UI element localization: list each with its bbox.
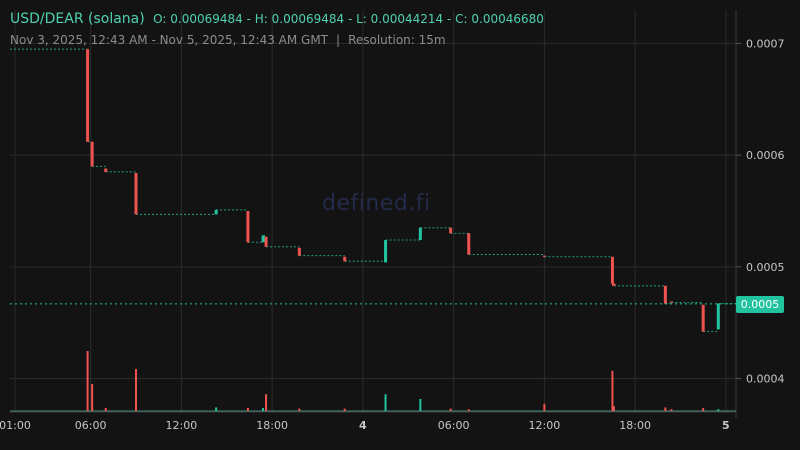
candle-body — [467, 233, 471, 255]
volume-bar — [265, 394, 268, 411]
x-tick-label: 18:00 — [256, 419, 288, 432]
volume-bar — [384, 394, 387, 411]
candle-body — [542, 255, 546, 257]
candle-body — [418, 227, 422, 241]
candle-body — [134, 173, 138, 215]
volume-bar — [343, 408, 346, 411]
volume-bar — [702, 408, 705, 411]
watermark: defined.fi — [322, 191, 431, 216]
volume-bar — [91, 384, 94, 411]
candle-body — [297, 247, 301, 256]
volume-bar — [134, 369, 137, 411]
x-tick-label: 5 — [722, 419, 730, 432]
y-tick-label: 0.0007 — [746, 38, 785, 51]
chart-subheader: Nov 3, 2025, 12:43 AM - Nov 5, 2025, 12:… — [10, 33, 446, 47]
candle-body — [716, 303, 720, 330]
separator: | — [336, 33, 341, 47]
volume-bar — [246, 408, 249, 411]
volume-bar — [262, 408, 265, 411]
chart-header: USD/DEAR (solana) O: 0.00069484 - H: 0.0… — [10, 11, 544, 27]
candle-body — [264, 236, 268, 247]
candle-body — [104, 168, 108, 172]
candle-body — [612, 283, 616, 286]
y-tick-label: 0.0005 — [746, 261, 785, 274]
candle-body — [246, 211, 250, 243]
candle-body — [449, 227, 453, 234]
y-tick-label: 0.0006 — [746, 149, 785, 162]
ohlc-readout: O: 0.00069484 - H: 0.00069484 - L: 0.000… — [153, 12, 544, 26]
x-tick-label: 18:00 — [619, 419, 651, 432]
candle-body — [86, 49, 90, 142]
volume-bar — [419, 399, 422, 411]
y-tick-label: 0.0004 — [746, 373, 785, 386]
volume-bar — [449, 408, 452, 411]
x-tick-label: 01:00 — [0, 419, 31, 432]
volume-bar — [467, 409, 470, 411]
candle-body — [610, 256, 614, 284]
volume-bar — [612, 406, 615, 411]
candle-body — [261, 235, 265, 243]
volume-bar — [215, 407, 218, 411]
candle-body — [343, 256, 347, 262]
resolution-label[interactable]: Resolution: 15m — [348, 33, 446, 47]
candle-body — [384, 240, 388, 263]
date-range: Nov 3, 2025, 12:43 AM - Nov 5, 2025, 12:… — [10, 33, 329, 47]
candle-body — [663, 285, 667, 304]
x-tick-label: 06:00 — [75, 419, 107, 432]
volume-bar — [717, 409, 720, 411]
current-price-badge: 0.0005 — [736, 296, 784, 313]
x-tick-label: 12:00 — [529, 419, 561, 432]
candle-body — [701, 304, 705, 332]
volume-bar — [664, 407, 667, 411]
candle-body — [669, 301, 673, 303]
volume-bar — [104, 408, 107, 411]
volume-bar — [543, 403, 546, 411]
volume-bar — [611, 370, 614, 411]
pair-name: USD/DEAR (solana) — [10, 11, 145, 27]
candle-body — [90, 141, 94, 167]
x-tick-label: 4 — [359, 419, 367, 432]
volume-bar — [298, 408, 301, 411]
candle-body — [214, 209, 218, 215]
x-tick-label: 12:00 — [166, 419, 198, 432]
x-tick-label: 06:00 — [438, 419, 470, 432]
volume-bar — [86, 351, 89, 411]
volume-bar — [670, 409, 673, 411]
